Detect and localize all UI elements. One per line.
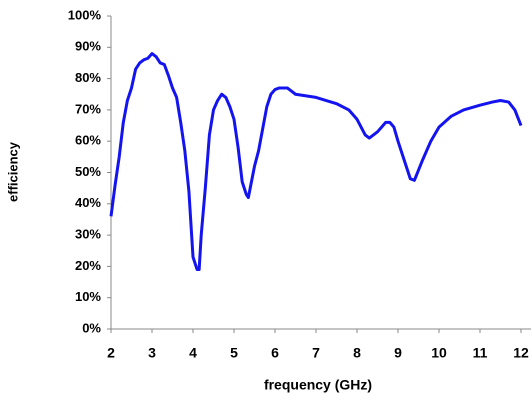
- x-tick-label: 8: [353, 345, 361, 361]
- y-axis-label: efficiency: [5, 141, 20, 202]
- y-tick-label: 10%: [75, 289, 101, 304]
- y-tick-label: 30%: [75, 227, 101, 242]
- y-tick-label: 70%: [75, 101, 101, 116]
- x-tick-label: 6: [271, 345, 279, 361]
- y-tick-label: 50%: [75, 164, 101, 179]
- x-tick-label: 11: [473, 345, 488, 361]
- x-tick-label: 10: [431, 345, 447, 361]
- y-tick-label: 20%: [75, 258, 101, 273]
- x-tick-label: 2: [107, 345, 115, 361]
- y-tick-label: 80%: [75, 70, 101, 85]
- x-axis-label: frequency (GHz): [264, 377, 372, 393]
- x-tick-label: 9: [394, 345, 402, 361]
- x-tick-label: 4: [189, 345, 197, 361]
- y-tick-label: 0%: [82, 320, 101, 335]
- x-tick-label: 5: [230, 345, 238, 361]
- y-tick-label: 40%: [75, 195, 101, 210]
- x-tick-label: 3: [148, 345, 156, 361]
- x-tick-label: 7: [312, 345, 320, 361]
- y-tick-label: 100%: [68, 7, 102, 22]
- y-tick-label: 60%: [75, 133, 101, 148]
- y-tick-label: 90%: [75, 39, 101, 54]
- x-tick-label: 12: [513, 345, 529, 361]
- data-line: [109, 52, 523, 272]
